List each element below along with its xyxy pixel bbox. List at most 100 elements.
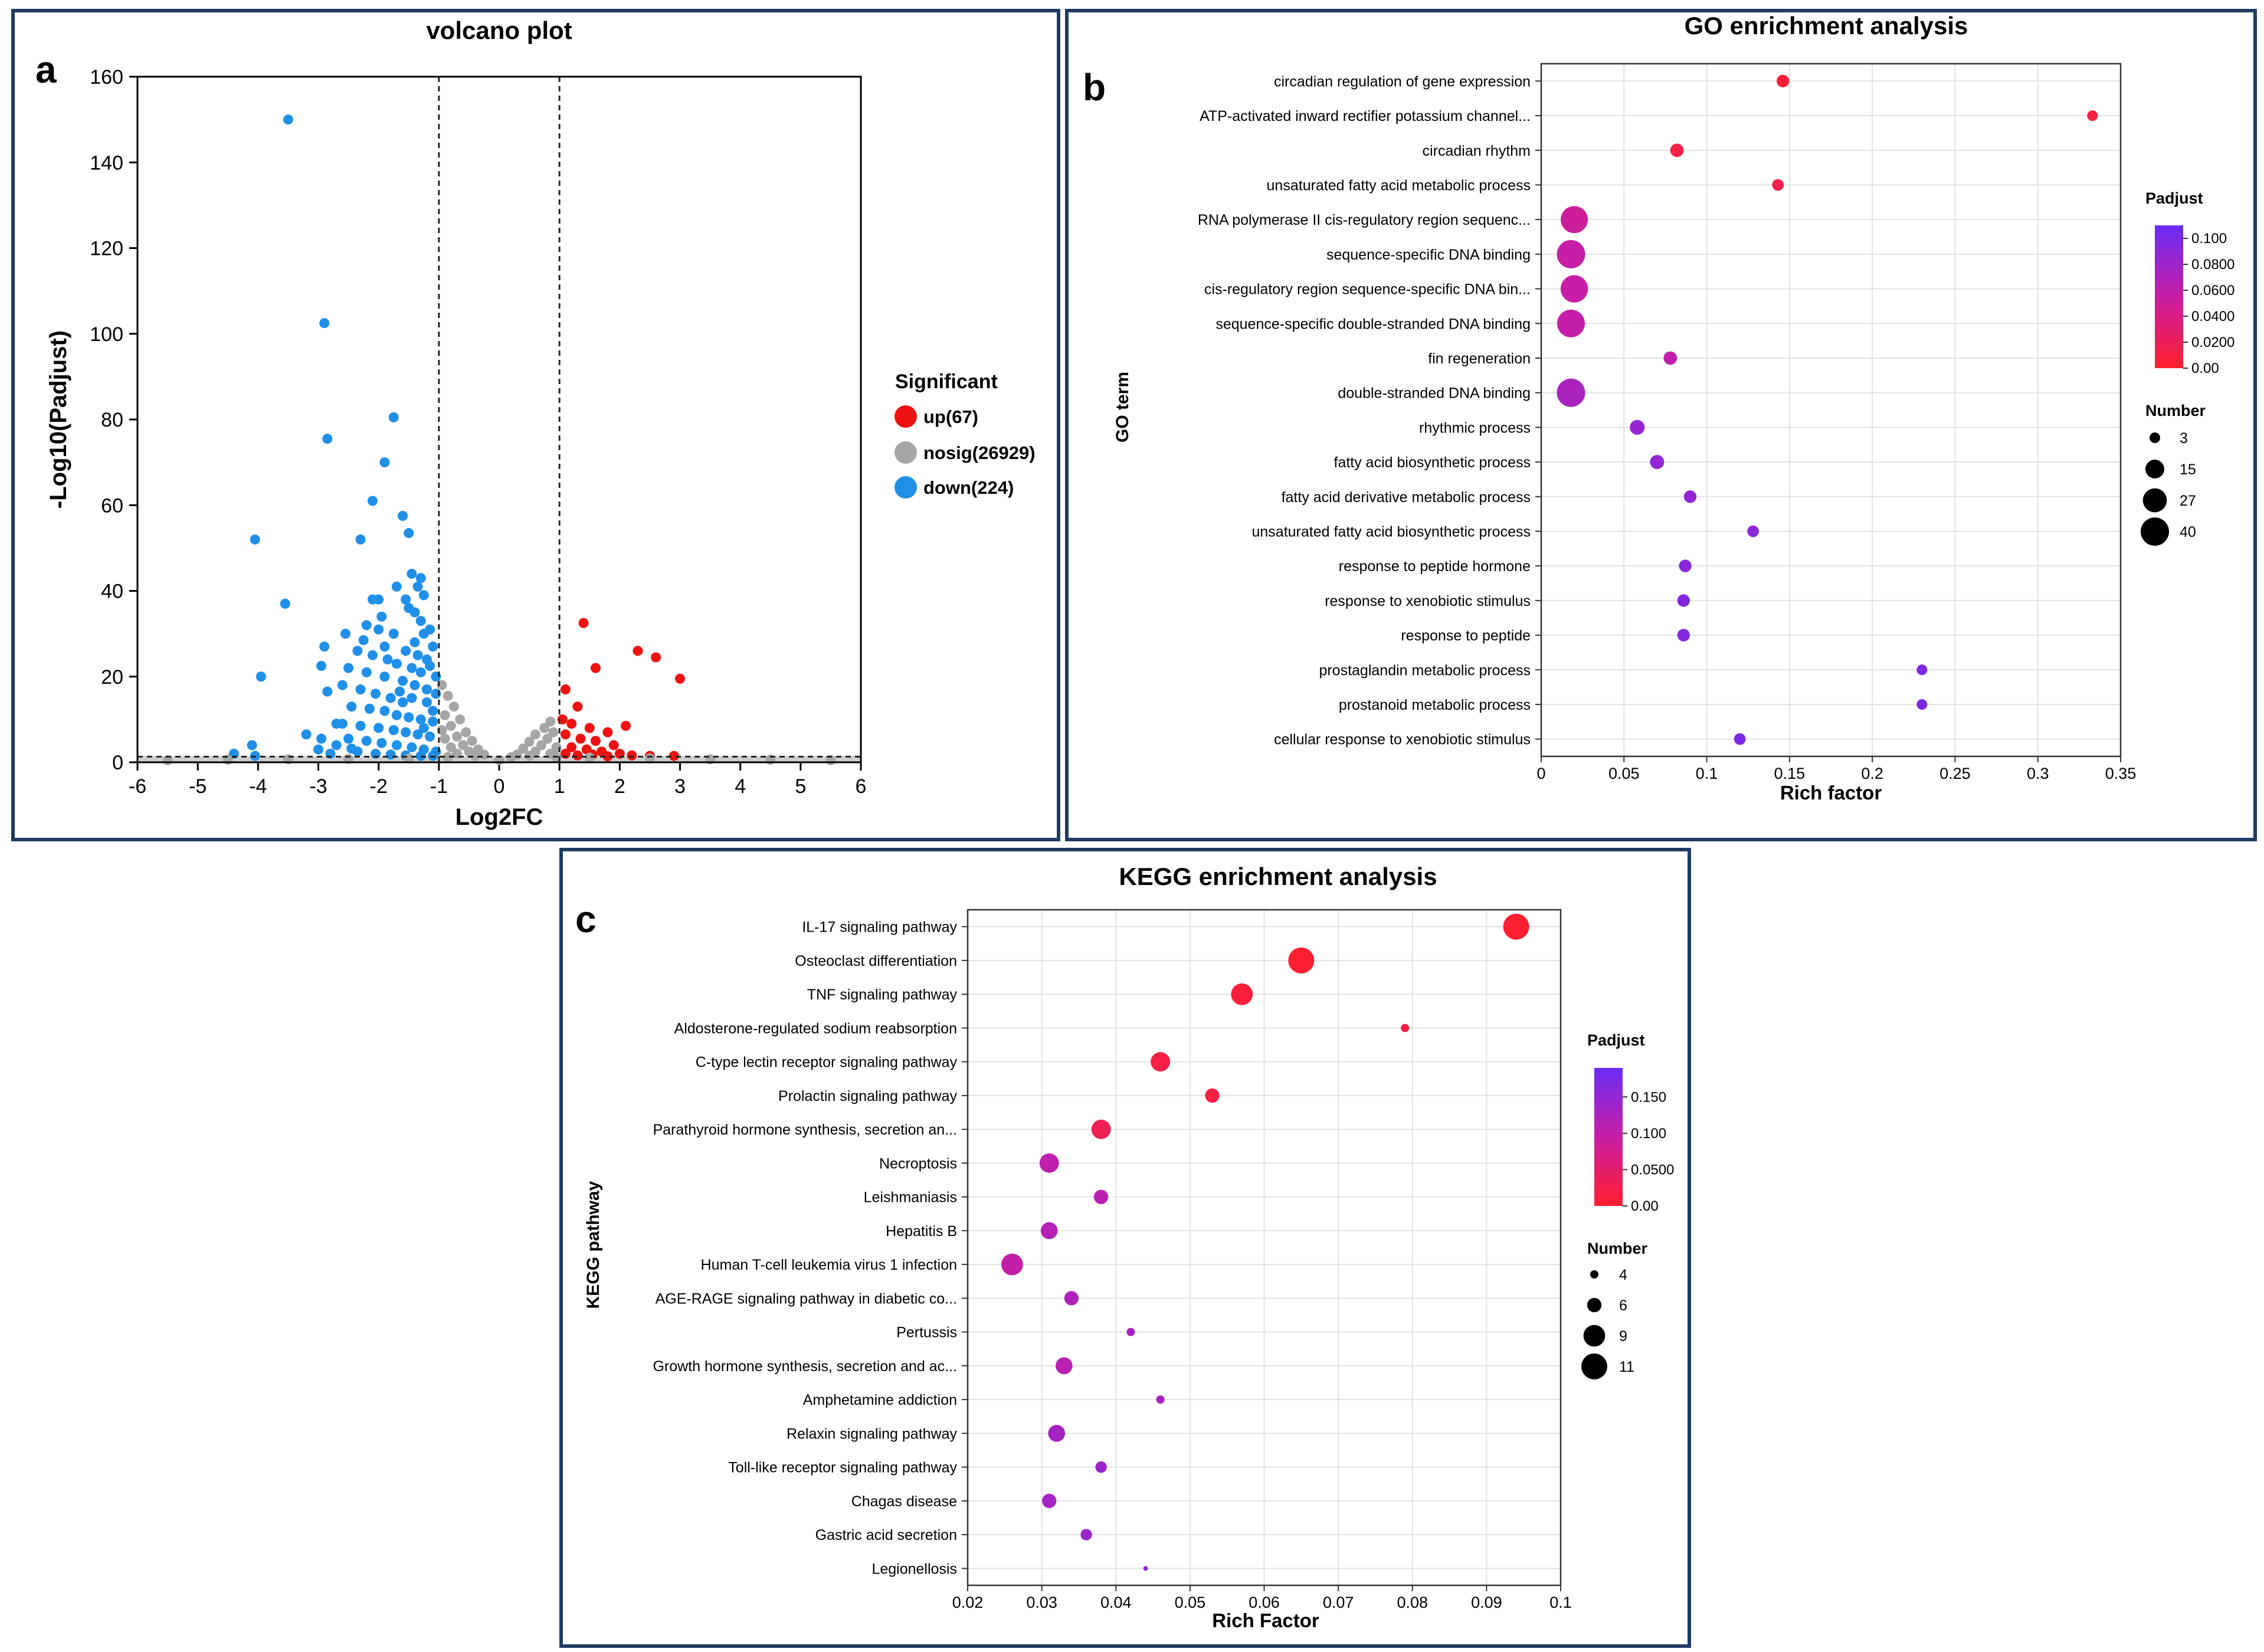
term-label: prostanoid metabolic process xyxy=(1339,697,1531,713)
volcano-point-up xyxy=(590,736,601,746)
term-label: Human T-cell leukemia virus 1 infection xyxy=(701,1257,957,1273)
panel-a-ytick-label: 20 xyxy=(101,666,123,689)
panel-c-xlabel: Rich Factor xyxy=(1212,1610,1319,1631)
term-bubble xyxy=(1557,240,1585,268)
term-bubble xyxy=(1650,455,1665,470)
panel-c-xtick-label: 0.03 xyxy=(1026,1594,1057,1611)
panel-a-xtick-label: -4 xyxy=(249,775,267,798)
colorbar-tick-label: 0.0200 xyxy=(2191,335,2234,350)
volcano-point-down xyxy=(280,598,290,609)
term-bubble xyxy=(1679,559,1692,572)
volcano-point-down xyxy=(391,740,402,750)
volcano-point-down xyxy=(313,744,323,755)
term-label: Toll-like receptor signaling pathway xyxy=(728,1460,957,1476)
legend-entry-up: up(67) xyxy=(895,405,978,428)
panel-a-xtick-label: 0 xyxy=(494,775,505,798)
term-label: response to peptide xyxy=(1401,628,1531,644)
term-bubble xyxy=(1095,1461,1107,1473)
panel-c-xtick-label: 0.06 xyxy=(1249,1594,1280,1611)
volcano-point-down xyxy=(388,628,399,639)
size-legend-marker xyxy=(1587,1297,1602,1313)
volcano-point-down xyxy=(394,686,405,697)
size-legend-marker xyxy=(1590,1270,1598,1279)
term-bubble xyxy=(2087,110,2098,122)
term-label: Legionellosis xyxy=(871,1561,957,1577)
panel-c-xtick-label: 0.04 xyxy=(1100,1594,1132,1611)
volcano-point-down xyxy=(407,742,417,753)
size-legend-marker xyxy=(2141,517,2169,546)
volcano-point-down xyxy=(398,697,408,707)
term-label: rhythmic process xyxy=(1419,419,1531,436)
term-bubble xyxy=(1503,913,1529,940)
term-bubble xyxy=(1677,628,1690,642)
volcano-point-down xyxy=(343,663,354,673)
panel-c-colorbar-title: Padjust xyxy=(1587,1031,1645,1049)
panel-a-xtick-label: 2 xyxy=(614,775,625,798)
volcano-point-down xyxy=(355,684,366,695)
panel-b-xtick-label: 0.2 xyxy=(1861,765,1883,782)
colorbar-tick-label: 0.00 xyxy=(1631,1198,1659,1214)
term-bubble xyxy=(1048,1425,1066,1442)
term-bubble xyxy=(1677,594,1690,607)
colorbar-tick-label: 0.100 xyxy=(1631,1126,1666,1142)
volcano-point-nosig xyxy=(443,690,453,701)
volcano-point-down xyxy=(401,727,411,738)
volcano-point-down xyxy=(404,712,414,723)
panel-b-axes xyxy=(1540,63,2122,758)
volcano-point-nosig xyxy=(445,720,456,731)
volcano-point-down xyxy=(337,719,348,729)
panel-a-legend-title: Significant xyxy=(895,371,998,393)
volcano-point-up xyxy=(608,740,619,750)
term-label: Necroptosis xyxy=(879,1155,957,1172)
volcano-point-up xyxy=(572,750,583,761)
panel-b-size-legend-title: Number xyxy=(2145,402,2206,419)
panel-c-xtick-label: 0.09 xyxy=(1471,1594,1502,1611)
volcano-point-down xyxy=(391,581,402,592)
term-bubble xyxy=(1557,309,1585,337)
volcano-point-down xyxy=(379,706,390,716)
volcano-point-down xyxy=(352,645,363,656)
volcano-point-down xyxy=(391,658,402,669)
term-bubble xyxy=(1916,664,1928,676)
size-legend-label: 40 xyxy=(2180,524,2196,540)
volcano-point-down xyxy=(361,667,372,677)
volcano-point-down xyxy=(322,686,333,697)
panel-a-xtick-label: -1 xyxy=(430,775,448,798)
volcano-point-down xyxy=(407,663,417,673)
panel-b-colorbar xyxy=(2155,225,2183,368)
term-label: Parathyroid hormone synthesis, secretion… xyxy=(653,1122,957,1138)
panel-b-colorbar-title: Padjust xyxy=(2145,189,2203,207)
term-label: unsaturated fatty acid biosynthetic proc… xyxy=(1252,523,1531,540)
volcano-point-down xyxy=(385,749,396,760)
term-bubble xyxy=(1776,74,1790,87)
volcano-point-down xyxy=(367,496,378,506)
term-label: Leishmaniasis xyxy=(864,1189,957,1206)
panel-c-title: KEGG enrichment analysis xyxy=(1119,863,1437,890)
panel-a-xtick-label: -3 xyxy=(309,775,327,798)
volcano-point-down xyxy=(425,661,435,671)
panel-a: a volcano plot -6 -5 -4 -3 -2 -1 0 1 2 3 4 5 6020406… xyxy=(11,9,1060,841)
volcano-point-up xyxy=(602,727,613,738)
volcano-point-down xyxy=(415,714,426,725)
volcano-point-down xyxy=(247,740,257,750)
volcano-point-down xyxy=(376,611,387,622)
volcano-point-down xyxy=(283,114,293,125)
term-label: Hepatitis B xyxy=(886,1223,957,1240)
volcano-point-down xyxy=(355,534,366,545)
term-label: response to peptide hormone xyxy=(1339,558,1531,575)
term-bubble xyxy=(1151,1052,1171,1072)
volcano-point-nosig xyxy=(458,740,468,750)
term-label: C-type lectin receptor signaling pathway xyxy=(696,1054,958,1071)
volcano-point-down xyxy=(373,594,384,605)
volcano-point-down xyxy=(340,628,350,639)
volcano-point-nosig xyxy=(584,752,595,763)
panel-b-ylabel: GO term xyxy=(1113,372,1132,442)
term-bubble xyxy=(1042,1493,1057,1508)
term-label: Prolactin signaling pathway xyxy=(778,1088,957,1104)
volcano-point-down xyxy=(391,710,402,720)
panel-a-xtick-label: 4 xyxy=(735,775,746,798)
term-bubble xyxy=(1560,275,1588,303)
panel-c-size-legend-title: Number xyxy=(1587,1240,1648,1257)
term-bubble xyxy=(1663,351,1677,365)
volcano-point-down xyxy=(428,706,438,716)
